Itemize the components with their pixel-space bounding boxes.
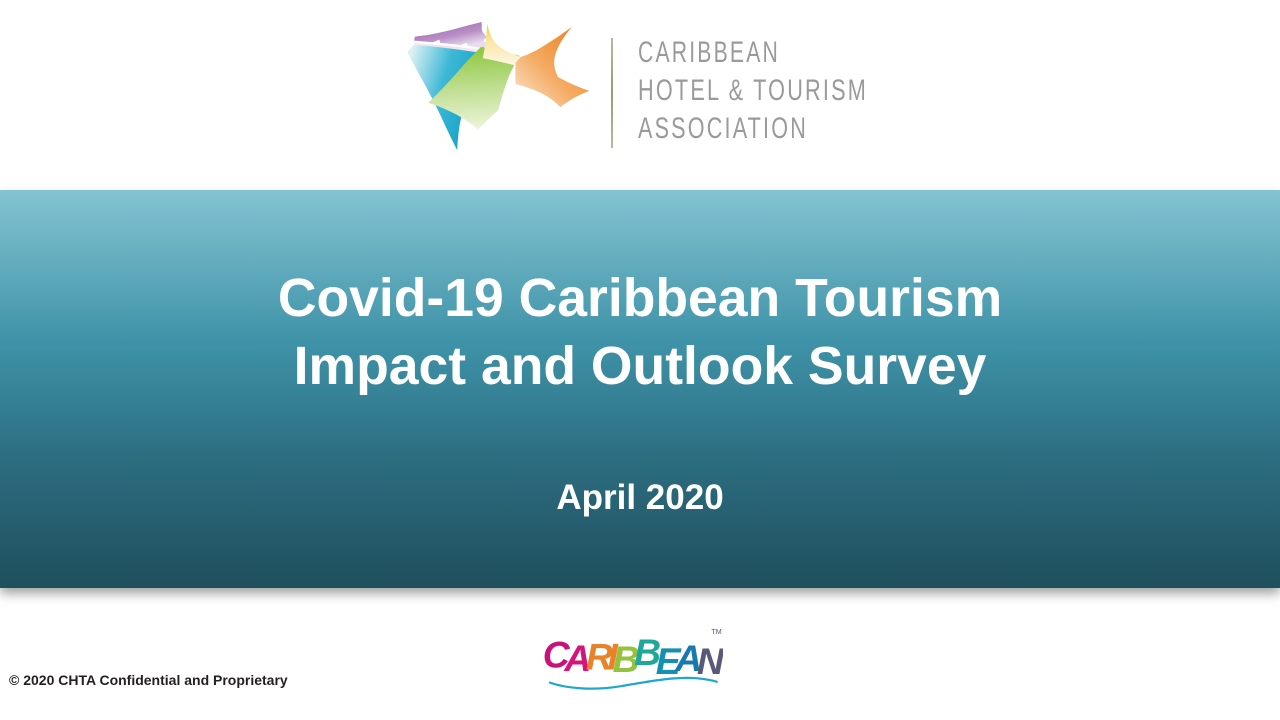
svg-text:TM: TM <box>711 628 721 636</box>
svg-text:CARIBBEAN: CARIBBEAN <box>543 631 723 682</box>
svg-text:HOTEL & TOURISM: HOTEL & TOURISM <box>638 74 868 107</box>
svg-text:CARIBBEAN: CARIBBEAN <box>638 40 780 69</box>
svg-text:ASSOCIATION: ASSOCIATION <box>638 112 808 145</box>
